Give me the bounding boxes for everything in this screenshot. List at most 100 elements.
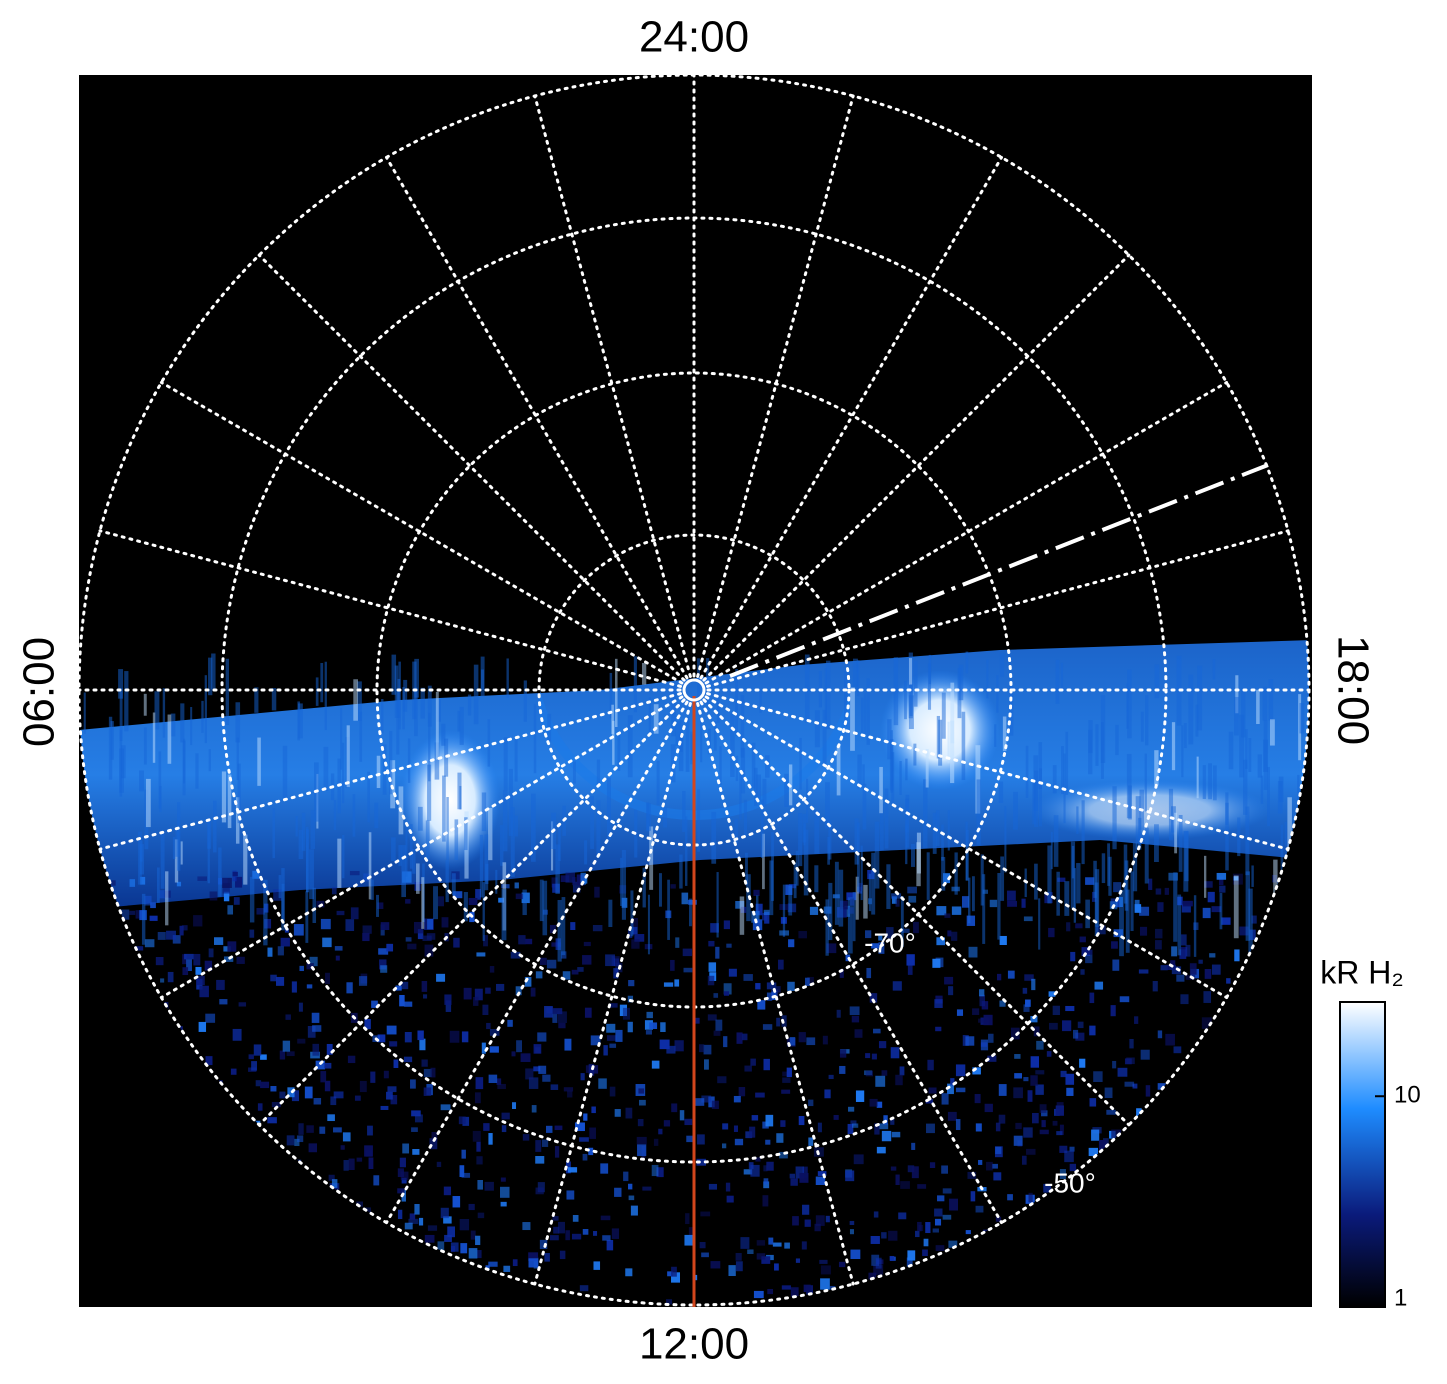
streak [1038,742,1043,789]
speckle [249,929,255,938]
speckle [1152,981,1158,992]
streak [1154,750,1159,786]
speckle [753,889,760,896]
streak [713,721,717,751]
streak [863,884,868,919]
speckle [1013,1135,1023,1146]
speckle [397,1188,405,1194]
speckle [849,1006,860,1016]
speckle [275,976,285,986]
speckle [795,1166,804,1179]
speckle [1204,881,1213,888]
speckle [443,1186,452,1196]
speckle [638,1088,645,1094]
streak [913,660,918,707]
speckle [786,1067,792,1078]
speckle [1065,1073,1075,1085]
streak [827,836,830,865]
streak [407,738,411,783]
speckle [925,1222,931,1234]
speckle [713,993,719,998]
speckle [658,1128,663,1135]
streak [414,658,419,698]
speckle [954,1309,963,1314]
streak [913,743,917,766]
streak [1196,756,1199,799]
speckle [248,1054,254,1060]
speckle [947,1111,957,1121]
speckle [193,953,201,966]
speckle [591,1106,596,1114]
streak [1125,889,1130,953]
streak [678,734,684,772]
streak [793,862,797,899]
speckle [149,915,158,921]
speckle [541,1139,549,1147]
streak [996,675,999,713]
streak [484,834,489,891]
streak [1002,716,1007,752]
streak [500,825,504,866]
speckle [565,1230,570,1241]
speckle [825,1215,830,1223]
speckle [232,1028,242,1041]
streak [1171,722,1176,771]
streak [508,768,513,836]
speckle [528,1077,539,1089]
streak [305,826,309,893]
speckle [1160,965,1168,971]
streak [871,852,876,915]
speckle [845,1170,855,1182]
speckle [1219,885,1226,893]
speckle [1052,1120,1058,1126]
streak [1177,894,1182,956]
speckle [1134,1016,1139,1024]
speckle [974,1094,981,1104]
local-time-label: 06:00 [15,637,64,747]
speckle [282,1040,291,1052]
speckle [223,946,231,952]
streak [1004,806,1007,873]
speckle [447,1226,455,1238]
streak [887,719,892,760]
streak [782,884,786,937]
streak [183,738,186,784]
speckle [710,1261,721,1269]
speckle [119,909,130,920]
speckle [537,1032,547,1042]
speckle [1030,1075,1038,1086]
streak [641,662,647,685]
streak [312,887,317,923]
speckle [613,968,619,979]
speckle [688,899,697,905]
speckle [484,1181,494,1191]
streak [425,820,430,860]
speckle [461,1172,471,1178]
streak [868,873,872,912]
speckle [1119,996,1130,1003]
speckle [405,899,411,904]
streak [506,658,509,698]
speckle [636,1136,647,1145]
streak [401,845,406,898]
speckle [475,1077,484,1090]
speckle [489,1029,500,1036]
speckle [395,985,402,991]
speckle [399,994,405,1007]
streak [941,692,946,739]
speckle [436,1161,442,1168]
streak [180,841,183,865]
speckle [723,983,732,995]
speckle [1209,953,1216,958]
streak [1299,702,1305,734]
speckle [1176,974,1185,982]
speckle [765,1139,771,1145]
speckle [323,1062,332,1069]
speckle [736,1032,743,1044]
speckle [975,1205,984,1213]
speckle [878,935,883,941]
speckle [1075,923,1083,929]
speckle [441,917,449,928]
streak [765,755,770,778]
streak [531,793,536,862]
